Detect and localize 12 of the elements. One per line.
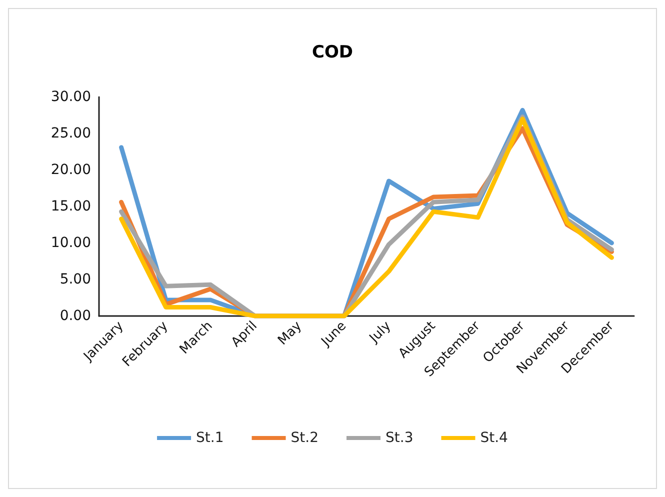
y-tick-label: 30.00 — [50, 89, 91, 105]
y-tick-label: 25.00 — [50, 126, 91, 142]
legend-label: St.4 — [480, 430, 508, 446]
y-tick-label: 15.00 — [50, 198, 91, 214]
chart-title: COD — [312, 42, 354, 62]
legend-label: St.3 — [386, 430, 414, 446]
y-tick-label: 10.00 — [50, 235, 91, 251]
y-tick-label: 5.00 — [60, 272, 91, 288]
legend-label: St.2 — [290, 430, 318, 446]
legend-label: St.1 — [196, 430, 224, 446]
y-tick-label: 20.00 — [50, 162, 91, 178]
y-tick-label: 0.00 — [60, 308, 91, 324]
